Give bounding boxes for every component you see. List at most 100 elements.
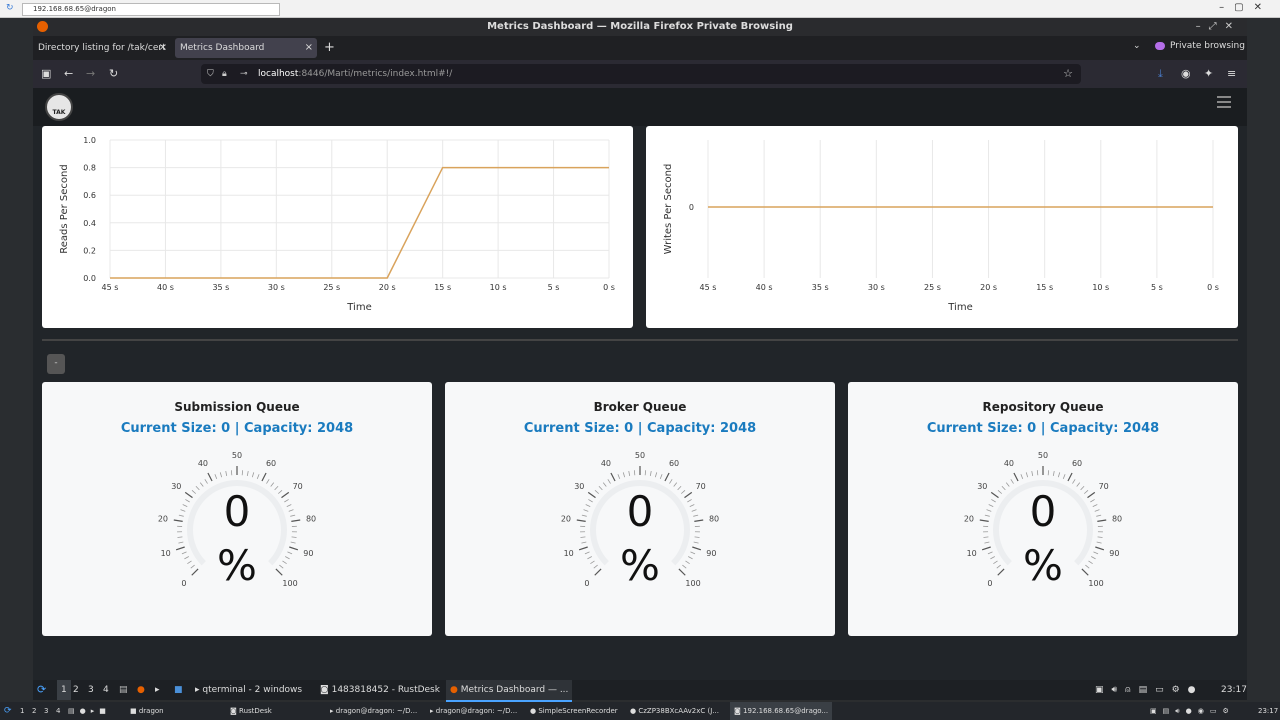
taskbar-item-qterminal[interactable]: ▸ qterminal - 2 windows — [195, 685, 303, 695]
gauge-label: 20 — [964, 514, 974, 523]
sidebar-icon[interactable]: ▣ — [41, 67, 52, 80]
back-icon[interactable]: ← — [64, 67, 74, 80]
x-tick-label: 40 s — [756, 283, 773, 292]
gauge-tick — [195, 485, 200, 491]
workspace-3[interactable]: 3 — [44, 707, 49, 715]
gauge-tick — [979, 519, 989, 522]
taskbar-item-dragon[interactable]: ■ dragon — [130, 707, 164, 715]
gauge-tick — [688, 556, 693, 560]
launcher-icons[interactable]: ▤●▸■ — [68, 707, 111, 715]
start-menu-icon[interactable]: ⟳ — [4, 706, 12, 716]
forward-icon[interactable]: → — [86, 67, 96, 80]
workspace-1[interactable]: 1 — [20, 707, 25, 715]
key-icon[interactable]: ⊸ — [240, 69, 248, 79]
gauge-tick — [680, 490, 686, 494]
gauge-tick — [984, 514, 990, 517]
y-tick-label: 0.8 — [83, 164, 96, 173]
lock-icon[interactable]: 🔒︎ — [222, 69, 227, 79]
repository-queue-card: Repository Queue Current Size: 0 | Capac… — [848, 382, 1238, 636]
firefox-icon — [37, 21, 48, 32]
gauge-label: 80 — [1112, 514, 1122, 523]
gauge-tick — [677, 485, 682, 491]
tak-logo[interactable]: TAK — [45, 93, 73, 121]
refresh-icon[interactable]: ↻ — [6, 3, 14, 13]
start-menu-icon[interactable]: ⟳ — [37, 683, 47, 696]
taskbar-item-rustdesk[interactable]: ◙ RustDesk — [230, 707, 272, 715]
gauge-tick — [178, 541, 184, 544]
y-tick-label: 0.0 — [83, 274, 96, 283]
x-tick-label: 10 s — [1092, 283, 1109, 292]
close-icon[interactable]: × — [158, 42, 167, 53]
chevron-down-icon[interactable]: ⌄ — [1133, 41, 1141, 51]
url-bar[interactable]: ⛉ 🔒︎ ⊸ localhost:8446/Marti/metrics/inde… — [201, 64, 1081, 84]
gauge-tick — [583, 509, 589, 512]
taskbar-item-image[interactable]: ● CzZP38BXcAAv2xC (J... — [630, 707, 719, 715]
gauge-tick — [617, 474, 621, 480]
gauge-label: 40 — [198, 459, 208, 468]
gauge-label: 70 — [293, 482, 303, 491]
gauge-tick — [991, 499, 996, 503]
hamburger-menu-icon[interactable] — [1217, 96, 1231, 111]
bookmark-star-icon[interactable]: ☆ — [1063, 67, 1073, 80]
workspace-2[interactable]: 2 — [32, 707, 37, 715]
gauge-tick — [199, 482, 204, 487]
workspace-1[interactable]: 1 — [57, 680, 71, 700]
x-tick-label: 0 s — [603, 283, 615, 292]
gauge-tick — [997, 490, 1003, 494]
system-tray[interactable]: ▣🔊︎⍝▤▭⚙● — [1095, 685, 1204, 695]
writes-chart-card: 45 s 40 s 35 s 30 s 25 s 20 s 15 s 10 s 5 s 0 s 0 T… — [646, 126, 1238, 328]
gauge-tick — [1096, 514, 1102, 517]
gauge-tick — [684, 491, 693, 499]
reload-icon[interactable]: ↻ — [109, 67, 119, 80]
gauge-tick — [184, 556, 189, 560]
terminal-icon[interactable]: ▸ — [155, 685, 160, 695]
gauge-value: 0 — [224, 487, 251, 536]
host-taskbar: ⟳ 1 2 3 4 ▤●▸■ ■ dragon ◙ RustDesk ▸ dra… — [0, 702, 1280, 720]
tab-metrics-dashboard[interactable]: Metrics Dashboard × — [175, 38, 317, 58]
files-icon[interactable]: ▤ — [119, 685, 128, 695]
window-controls[interactable]: –▢✕ — [1219, 2, 1272, 13]
gauge-tick — [590, 560, 595, 565]
gauge-tick — [988, 504, 994, 507]
remote-address[interactable]: 192.168.68.65@dragon — [22, 3, 280, 16]
taskbar-item-screen-recorder[interactable]: ● SimpleScreenRecorder — [530, 707, 618, 715]
gauge-tick — [1031, 470, 1034, 477]
folder-icon[interactable]: ■ — [174, 685, 183, 695]
account-icon[interactable]: ◉ — [1181, 67, 1191, 80]
taskbar-item-metrics-dashboard[interactable]: ● Metrics Dashboard — ... — [446, 680, 573, 702]
workspace-2[interactable]: 2 — [73, 685, 79, 695]
gauge-tick — [593, 564, 598, 569]
plus-icon[interactable]: + — [324, 40, 335, 55]
gauge-tick — [585, 504, 591, 507]
firefox-icon[interactable]: ● — [137, 685, 145, 695]
gauge-tick — [284, 499, 289, 503]
writes-chart: 45 s 40 s 35 s 30 s 25 s 20 s 15 s 10 s 5 s 0 s 0 T… — [663, 140, 1219, 313]
workspace-4[interactable]: 4 — [56, 707, 61, 715]
taskbar-item-rustdesk[interactable]: ◙ 1483818452 - RustDesk — [320, 685, 440, 695]
taskbar-item-remote-session[interactable]: ◙ 192.168.68.65@drago... — [730, 702, 833, 720]
gauge-label: 50 — [635, 451, 645, 460]
extensions-icon[interactable]: ✦ — [1204, 67, 1214, 80]
shield-icon[interactable]: ⛉ — [207, 69, 214, 79]
gauge-tick — [622, 472, 626, 478]
gauge-label: 90 — [303, 549, 313, 558]
window-controls[interactable]: –⤢✕ — [1195, 21, 1241, 32]
series-line — [110, 166, 609, 279]
collapse-button[interactable]: - — [47, 354, 65, 374]
tab-directory-listing[interactable]: Directory listing for /tak/cert × — [33, 38, 171, 58]
x-tick-label: 35 s — [212, 283, 229, 292]
workspace-4[interactable]: 4 — [103, 685, 109, 695]
taskbar-item-terminal-2[interactable]: ▸ dragon@dragon: ~/D... — [430, 707, 518, 715]
gauge-label: 30 — [574, 482, 584, 491]
gauge-tick — [1001, 485, 1006, 491]
gauge-tick — [190, 564, 195, 569]
workspace-3[interactable]: 3 — [88, 685, 94, 695]
close-icon[interactable]: × — [304, 42, 313, 53]
download-icon[interactable]: ⤓ — [1158, 67, 1163, 80]
taskbar-item-terminal-1[interactable]: ▸ dragon@dragon: ~/D... — [330, 707, 418, 715]
system-tray[interactable]: ▣▤🔊︎●◉▭⚙ — [1150, 707, 1235, 715]
gauge-tick — [693, 514, 699, 517]
repository-queue-gauge: 0 10 20 30 40 50 60 70 80 90 100 0% — [964, 451, 1122, 590]
menu-icon[interactable]: ≡ — [1227, 67, 1237, 80]
x-tick-label: 25 s — [323, 283, 340, 292]
